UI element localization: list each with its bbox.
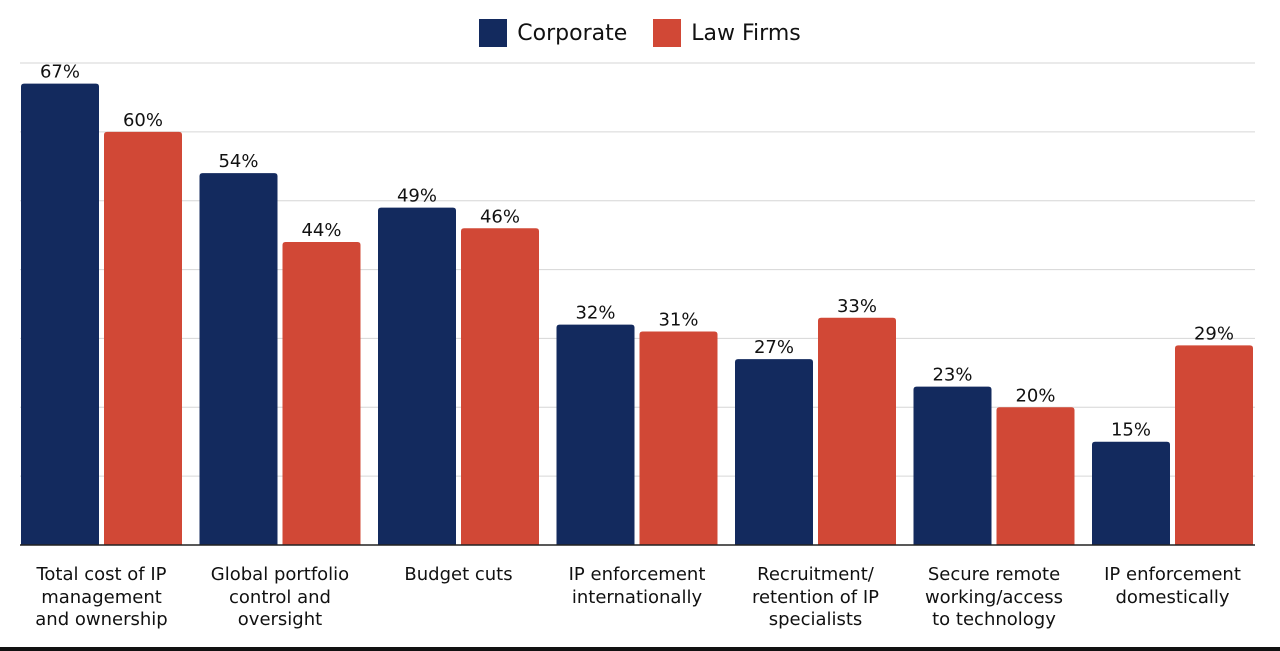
legend-swatch-law-firms [653, 19, 682, 47]
x-tick-label-line: specialists [768, 609, 863, 630]
x-tick-label-line: and ownership [35, 609, 168, 630]
bar-corporate [735, 359, 813, 545]
bar-corporate [556, 324, 635, 545]
x-tick-label-line: to technology [932, 609, 1056, 630]
x-tick-label: Global portfolio control and oversight [195, 564, 365, 632]
data-label: 27% [754, 337, 794, 358]
x-tick-label-line: Budget cuts [404, 564, 513, 585]
legend-swatch-corporate [479, 19, 508, 47]
x-tick-label: Budget cuts [374, 564, 544, 587]
x-tick-label: Secure remote working/access to technology [909, 564, 1079, 632]
data-label: 33% [837, 296, 877, 317]
x-tick-label-line: IP enforcement [1104, 564, 1241, 585]
data-label: 32% [575, 303, 615, 324]
x-tick-label-line: domestically [1115, 586, 1230, 608]
data-label: 20% [1015, 385, 1055, 406]
x-tick-label: Recruitment/retention of IP specialists [731, 564, 901, 632]
bar-law-firms [639, 331, 718, 545]
data-label: 54% [218, 151, 258, 172]
x-tick-label-line: Global portfolio [210, 564, 350, 585]
x-tick-label-line: working/access [924, 586, 1064, 608]
bar-law-firms [996, 407, 1075, 545]
x-tick-label-line: control and [229, 586, 331, 608]
bar-corporate [913, 386, 992, 545]
legend-label-corporate: Corporate [517, 20, 628, 46]
legend: Corporate Law Firms [0, 17, 1280, 49]
data-label: 15% [1111, 420, 1151, 441]
data-label: 60% [123, 110, 163, 131]
data-label: 44% [301, 220, 341, 241]
bar-law-firms [282, 242, 361, 545]
x-tick-label-line: IP enforcement [568, 564, 706, 585]
x-tick-label: Total cost of IP management and ownership [17, 564, 187, 632]
bar-corporate [199, 173, 278, 545]
data-label: 49% [397, 186, 437, 207]
x-tick-label-line: retention of IP [751, 586, 880, 608]
data-label: 67% [40, 62, 80, 83]
data-label: 46% [480, 206, 520, 227]
bar-corporate [1092, 441, 1170, 545]
x-tick-label-line: Total cost of IP [36, 564, 167, 585]
data-label: 29% [1194, 323, 1234, 344]
legend-item-law-firms: Law Firms [653, 19, 801, 47]
x-tick-label-line: internationally [571, 586, 703, 608]
data-label: 31% [658, 310, 698, 331]
bar-law-firms [1175, 345, 1253, 545]
x-tick-label: IP enforcement domestically [1088, 564, 1258, 609]
bar-law-firms [461, 228, 539, 545]
x-tick-label-line: oversight [237, 609, 323, 630]
x-tick-label: IP enforcement internationally [552, 564, 722, 609]
bottom-rule [0, 647, 1280, 651]
x-tick-label-line: Recruitment/ [757, 564, 874, 585]
bar-corporate [378, 207, 456, 545]
legend-label-law-firms: Law Firms [691, 20, 801, 46]
data-label: 23% [932, 365, 972, 386]
x-tick-label-line: Secure remote [927, 564, 1061, 585]
bar-law-firms [818, 317, 896, 545]
bar-law-firms [104, 131, 182, 545]
legend-item-corporate: Corporate [479, 19, 627, 47]
x-tick-label-line: management [41, 586, 162, 608]
bar-corporate [21, 83, 99, 546]
